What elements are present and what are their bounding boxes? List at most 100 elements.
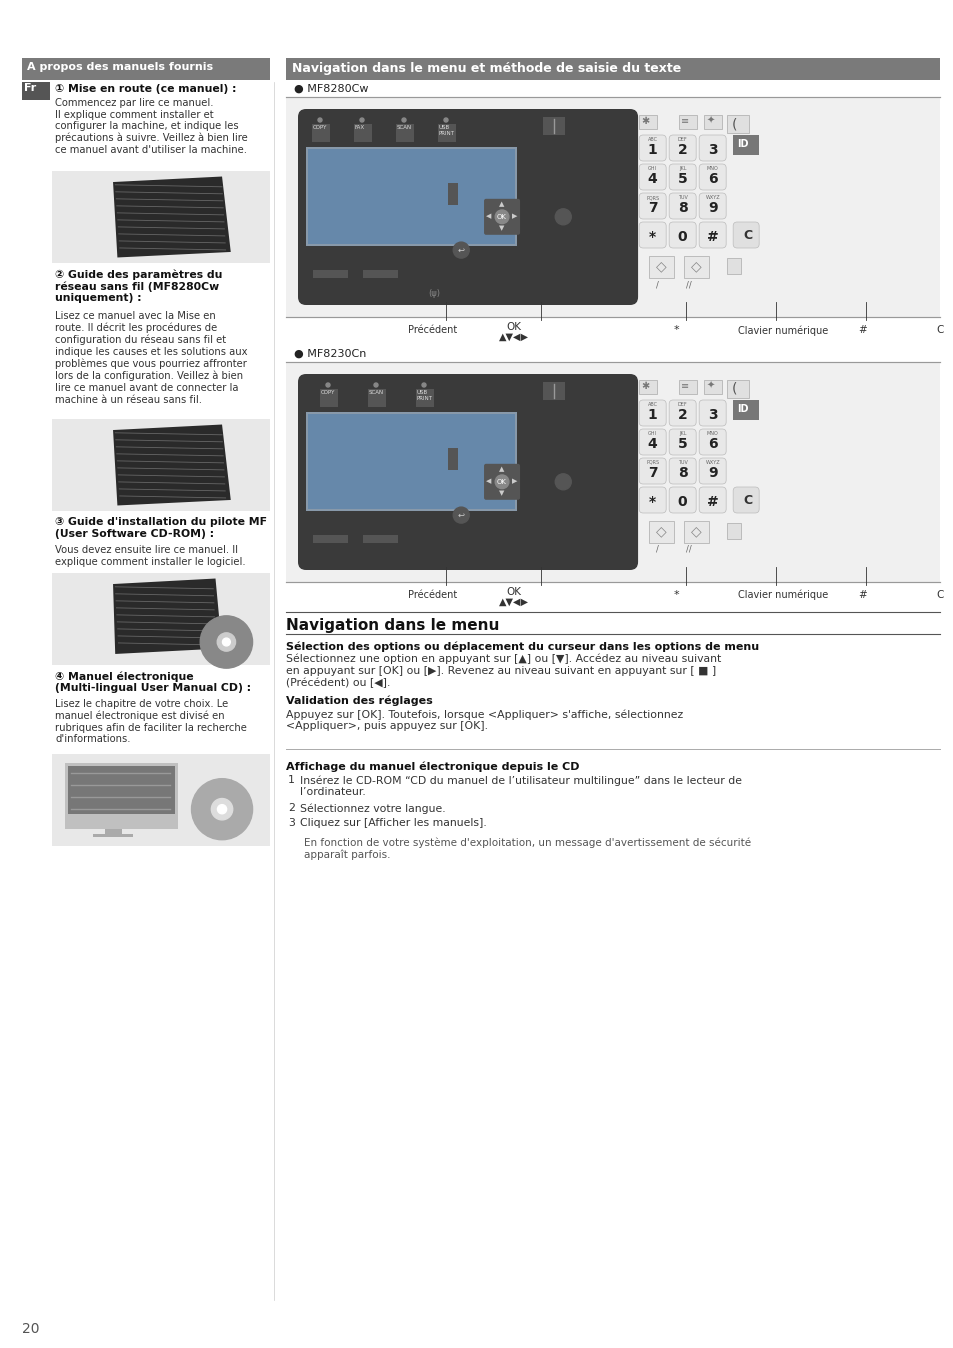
Text: ID: ID	[737, 404, 748, 414]
Text: ▲▼◀▶: ▲▼◀▶	[498, 332, 529, 342]
Bar	[542, 381, 564, 400]
Text: GHI: GHI	[647, 431, 657, 435]
Text: 7: 7	[647, 201, 657, 214]
Text: ✱: ✱	[640, 381, 649, 391]
Text: Insérez le CD-ROM “CD du manuel de l’utilisateur multilingue” dans le lecteur de: Insérez le CD-ROM “CD du manuel de l’uti…	[299, 775, 741, 797]
Text: 4: 4	[647, 173, 657, 186]
Bar	[306, 147, 517, 245]
Text: 20: 20	[22, 1322, 39, 1336]
FancyBboxPatch shape	[639, 458, 665, 484]
Text: OK: OK	[497, 479, 506, 485]
Circle shape	[555, 473, 571, 489]
Circle shape	[555, 209, 571, 225]
Bar	[648, 520, 674, 543]
Text: /: /	[655, 280, 658, 288]
Text: FAX: FAX	[355, 125, 365, 129]
Text: ◇: ◇	[690, 524, 700, 538]
FancyBboxPatch shape	[699, 458, 725, 484]
Text: #: #	[857, 590, 866, 600]
Bar	[68, 766, 175, 814]
Text: OK: OK	[506, 322, 521, 332]
Text: 8: 8	[677, 466, 687, 480]
Circle shape	[317, 119, 322, 123]
Text: PQRS: PQRS	[645, 195, 659, 200]
Text: MNO: MNO	[706, 431, 718, 435]
Text: 8: 8	[677, 201, 687, 214]
Circle shape	[326, 383, 330, 387]
Bar	[733, 400, 759, 421]
Text: Fr: Fr	[24, 84, 36, 93]
Text: (: (	[731, 117, 737, 131]
Text: DEF: DEF	[678, 137, 687, 142]
Text: *: *	[673, 325, 679, 336]
Polygon shape	[112, 578, 222, 654]
Polygon shape	[112, 177, 231, 257]
Bar	[312, 124, 330, 142]
Circle shape	[217, 805, 227, 814]
Circle shape	[359, 119, 364, 123]
Text: JKL: JKL	[679, 166, 686, 171]
Text: WXYZ: WXYZ	[704, 460, 720, 465]
Text: (ψ): (ψ)	[428, 288, 439, 298]
Text: ✱: ✱	[640, 116, 649, 125]
Text: ③ Guide d'installation du pilote MF
(User Software CD-ROM) :: ③ Guide d'installation du pilote MF (Use…	[55, 518, 267, 539]
Bar	[726, 257, 740, 274]
Circle shape	[495, 210, 508, 224]
Text: #: #	[857, 325, 866, 336]
Bar	[52, 171, 270, 263]
Text: ② Guide des paramètres du
réseau sans fil (MF8280Cw
uniquement) :: ② Guide des paramètres du réseau sans fi…	[55, 270, 222, 303]
Bar	[679, 115, 697, 129]
Bar	[639, 380, 657, 394]
Bar	[363, 535, 397, 543]
Bar	[679, 380, 697, 394]
Bar	[286, 58, 939, 80]
Text: ABC: ABC	[647, 402, 657, 407]
Circle shape	[401, 119, 406, 123]
Text: ▲: ▲	[498, 201, 504, 206]
FancyBboxPatch shape	[639, 193, 665, 218]
Text: Lisez ce manuel avec la Mise en
route. Il décrit les procédures de
configuration: Lisez ce manuel avec la Mise en route. I…	[55, 311, 247, 404]
Text: COPY: COPY	[313, 125, 327, 129]
Bar	[542, 117, 564, 135]
FancyBboxPatch shape	[639, 164, 665, 190]
Bar	[93, 834, 133, 837]
Text: ▶: ▶	[512, 477, 517, 484]
Text: GHI: GHI	[647, 166, 657, 171]
Text: 6: 6	[707, 173, 717, 186]
FancyBboxPatch shape	[639, 222, 665, 248]
Text: ↩: ↩	[457, 511, 464, 520]
Text: Sélectionnez une option en appuyant sur [▲] ou [▼]. Accédez au niveau suivant
en: Sélectionnez une option en appuyant sur …	[286, 654, 720, 689]
FancyBboxPatch shape	[668, 429, 696, 456]
Bar	[313, 535, 348, 543]
Text: ◇: ◇	[690, 259, 700, 274]
FancyBboxPatch shape	[668, 193, 696, 218]
Bar	[308, 414, 515, 510]
Text: 2: 2	[677, 143, 687, 156]
Circle shape	[212, 798, 233, 820]
Bar	[703, 115, 721, 129]
Text: 0: 0	[678, 231, 687, 244]
Text: Sélection des options ou déplacement du curseur dans les options de menu: Sélection des options ou déplacement du …	[286, 642, 759, 651]
Bar	[319, 390, 337, 407]
Text: USB
PRINT: USB PRINT	[416, 390, 433, 400]
Bar	[639, 115, 657, 129]
FancyBboxPatch shape	[699, 193, 725, 218]
Circle shape	[443, 119, 448, 123]
Text: 9: 9	[707, 201, 717, 214]
Text: WXYZ: WXYZ	[704, 195, 720, 200]
Text: Cliquez sur [Afficher les manuels].: Cliquez sur [Afficher les manuels].	[299, 818, 486, 828]
Circle shape	[495, 474, 508, 488]
Text: 5: 5	[677, 437, 687, 452]
Bar	[726, 523, 740, 539]
Bar	[52, 573, 270, 665]
Text: Validation des réglages: Validation des réglages	[286, 696, 433, 706]
Text: C: C	[935, 590, 943, 600]
Circle shape	[421, 383, 426, 387]
Text: Clavier numérique: Clavier numérique	[738, 325, 827, 336]
Text: /: /	[655, 545, 658, 554]
Text: COPY: COPY	[320, 390, 335, 395]
Text: ✦: ✦	[705, 381, 714, 391]
Bar	[726, 115, 748, 133]
Text: ◇: ◇	[655, 524, 666, 538]
Text: 0: 0	[678, 495, 687, 510]
